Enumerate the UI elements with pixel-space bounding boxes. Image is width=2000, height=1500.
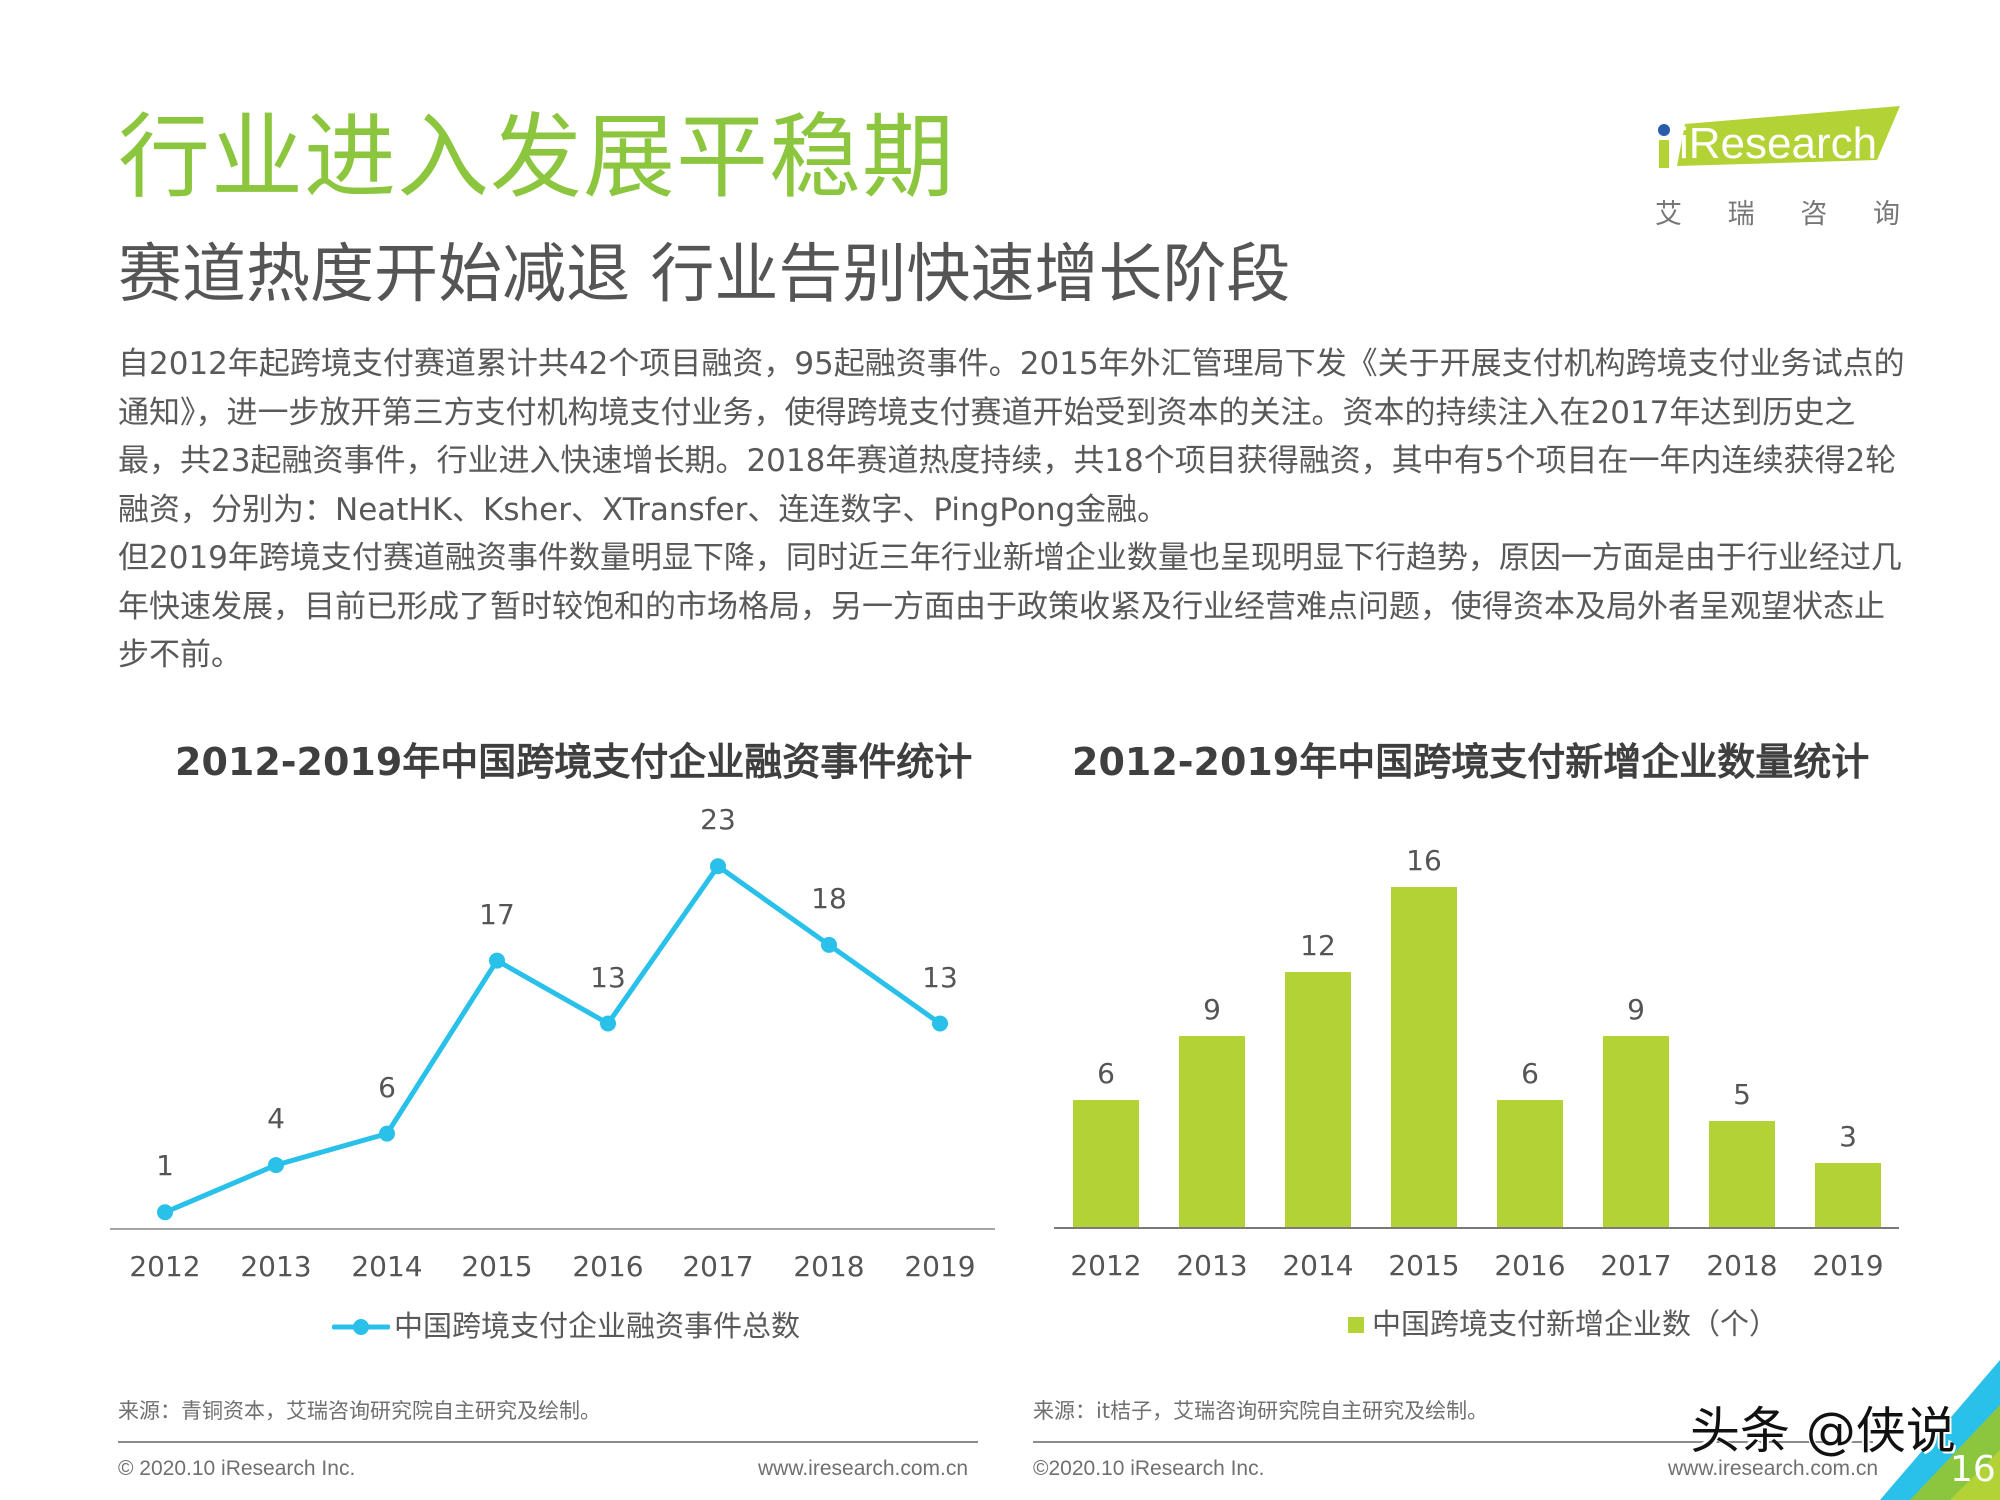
bar-chart-title: 2012-2019年中国跨境支付新增企业数量统计 (1072, 740, 1870, 784)
logo-char: 艾 (1655, 199, 1682, 230)
line-x-tick-label: 2016 (572, 1250, 644, 1283)
iresearch-logo: iResearch (1655, 106, 1900, 226)
page-title: 行业进入发展平稳期 (118, 104, 956, 211)
bar (1815, 1163, 1881, 1227)
line-chart-title: 2012-2019年中国跨境支付企业融资事件统计 (175, 740, 973, 784)
watermark: 头条 @侠说 (1690, 1402, 1956, 1460)
page-number: 16 (1950, 1449, 1996, 1490)
bar-x-tick-label: 2019 (1812, 1249, 1884, 1282)
line-x-tick-label: 2019 (904, 1250, 976, 1283)
bar-data-label: 9 (1203, 992, 1221, 1026)
footer-divider-left (118, 1441, 978, 1443)
line-x-tick-label: 2012 (129, 1250, 201, 1283)
line-data-label: 1 (156, 1149, 174, 1183)
bar-chart-legend: 中国跨境支付新增企业数（个） (1348, 1310, 1778, 1339)
bar (1285, 972, 1351, 1227)
line-x-tick-label: 2015 (461, 1250, 533, 1283)
line-data-label: 18 (811, 881, 847, 915)
bar-x-tick-label: 2013 (1176, 1249, 1248, 1282)
line-data-label: 23 (700, 803, 736, 837)
legend-square-icon (1348, 1316, 1364, 1333)
legend-line-marker-icon (332, 1318, 390, 1335)
bar-data-label: 16 (1406, 844, 1442, 877)
bar-x-tick-label: 2015 (1388, 1249, 1460, 1282)
bar-chart-source: 来源：it桔子，艾瑞咨询研究院自主研究及绘制。 (1033, 1399, 1489, 1423)
line-data-point (710, 858, 726, 875)
legend-label: 中国跨境支付企业融资事件总数 (394, 1309, 801, 1343)
line-data-label: 13 (590, 960, 626, 994)
logo-char: 咨 (1800, 199, 1828, 230)
bar (1391, 887, 1457, 1227)
bar (1497, 1099, 1563, 1227)
line-series (164, 863, 942, 1215)
line-data-point (932, 1015, 948, 1032)
line-x-tick-label: 2014 (351, 1250, 423, 1283)
bar-data-label: 6 (1097, 1056, 1115, 1090)
line-x-tick-label: 2018 (793, 1250, 865, 1283)
footer-url-left[interactable]: www.iresearch.com.cn (758, 1457, 969, 1480)
bar (1073, 1099, 1139, 1227)
line-data-label: 13 (922, 960, 958, 994)
bar-data-label: 3 (1839, 1120, 1857, 1154)
logo-char: 瑞 (1727, 199, 1755, 230)
line-x-tick-label: 2013 (240, 1250, 312, 1283)
bar-x-tick-label: 2012 (1070, 1249, 1142, 1282)
line-data-point (821, 936, 837, 953)
bar-x-tick-label: 2017 (1600, 1249, 1672, 1282)
body-paragraph: 自2012年起跨境支付赛道累计共42个项目融资，95起融资事件。2015年外汇管… (118, 346, 1905, 528)
bar-data-label: 6 (1521, 1056, 1539, 1090)
bar-x-tick-label: 2014 (1282, 1249, 1354, 1282)
line-chart-legend: 中国跨境支付企业融资事件总数 (332, 1312, 800, 1341)
logo-brand-text: iResearch (1679, 119, 1877, 168)
footer-copyright-left: © 2020.10 iResearch Inc. (118, 1457, 356, 1480)
bar (1709, 1120, 1775, 1227)
line-data-point (379, 1125, 395, 1142)
line-data-point (600, 1015, 616, 1032)
line-data-point (489, 952, 505, 969)
bar-data-label: 5 (1733, 1077, 1751, 1111)
bar-chart-x-axis (1054, 1227, 1899, 1229)
line-chart (110, 858, 995, 1230)
line-chart-source: 来源：青铜资本，艾瑞咨询研究院自主研究及绘制。 (118, 1399, 601, 1423)
line-x-tick-label: 2017 (682, 1250, 754, 1283)
line-data-label: 17 (479, 897, 515, 931)
page-subtitle: 赛道热度开始减退 行业告别快速增长阶段 (118, 238, 1291, 312)
footer-url-right[interactable]: www.iresearch.com.cn (1668, 1457, 1879, 1480)
bar (1603, 1035, 1669, 1227)
legend-label: 中国跨境支付新增企业数（个） (1372, 1307, 1779, 1341)
line-markers (157, 858, 948, 1221)
body-text: 自2012年起跨境支付赛道累计共42个项目融资，95起融资事件。2015年外汇管… (118, 340, 1908, 680)
bar-x-tick-label: 2018 (1706, 1249, 1778, 1282)
footer-copyright-right: ©2020.10 iResearch Inc. (1033, 1457, 1265, 1480)
line-data-label: 6 (378, 1070, 396, 1104)
logo-shape-icon: iResearch (1658, 106, 1900, 168)
corner-decoration-icon (1880, 1360, 2000, 1500)
body-paragraph: 但2019年跨境支付赛道融资事件数量明显下降，同时近三年行业新增企业数量也呈现明… (118, 540, 1902, 673)
logo-char: 询 (1872, 199, 1900, 230)
bar-data-label: 9 (1627, 992, 1645, 1026)
line-data-label: 4 (267, 1102, 285, 1136)
bar (1179, 1035, 1245, 1227)
line-data-point (268, 1157, 284, 1174)
bar-data-label: 12 (1300, 929, 1336, 962)
logo-cn-text: 艾 瑞 咨 询 (1655, 192, 1900, 231)
line-data-point (157, 1204, 173, 1221)
footer-divider-right (1033, 1441, 1873, 1443)
bar-x-tick-label: 2016 (1494, 1249, 1566, 1282)
